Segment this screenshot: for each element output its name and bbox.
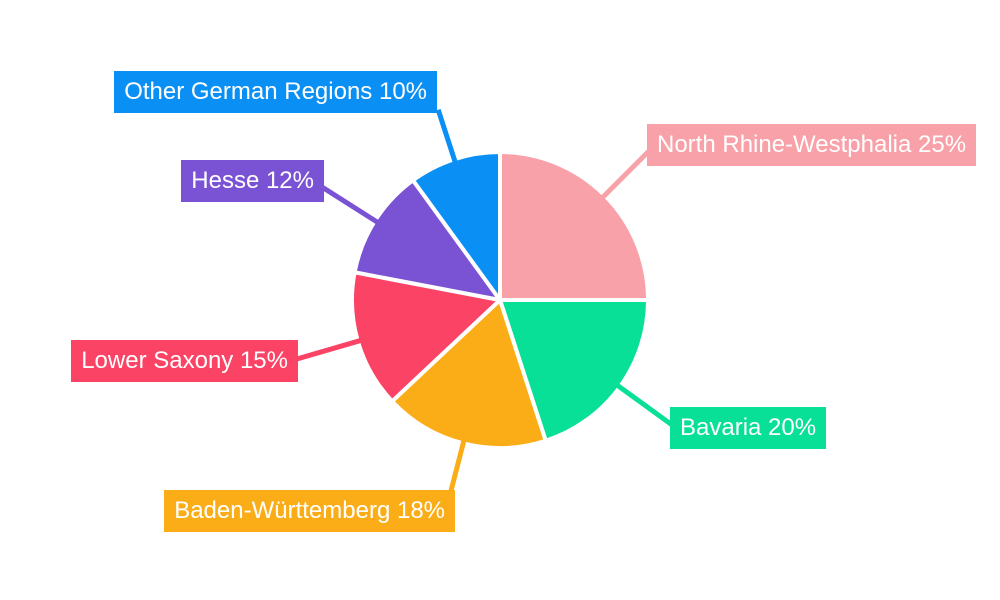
slice-label-hesse: Hesse 12% (181, 160, 324, 202)
slice-label-other-german-regions: Other German Regions 10% (114, 71, 437, 113)
slice-label-bavaria: Bavaria 20% (670, 407, 827, 449)
slice-label-lower-saxony: Lower Saxony 15% (71, 340, 298, 382)
leader-line-baden-w-rttemberg (447, 439, 467, 497)
leader-line-lower-saxony (291, 338, 362, 363)
slice-label-baden-w-rttemberg: Baden-Württemberg 18% (164, 490, 455, 532)
leader-line-hesse (319, 184, 379, 225)
leader-line-other-german-regions (435, 109, 458, 163)
slice-label-north-rhine-westphalia: North Rhine-Westphalia 25% (647, 124, 977, 166)
leader-line-bavaria (615, 383, 676, 429)
